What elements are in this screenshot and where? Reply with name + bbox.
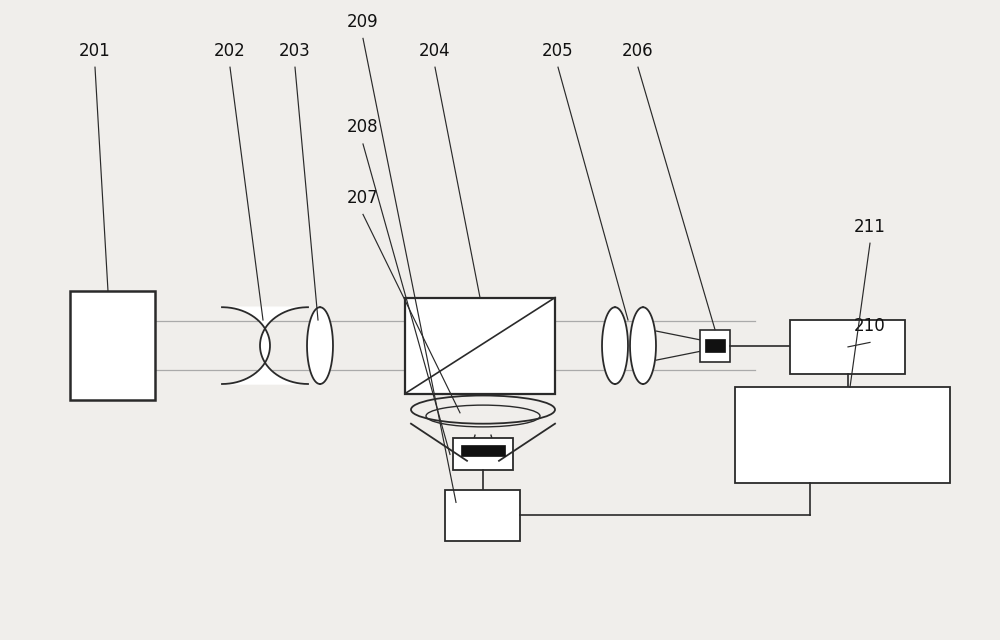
Bar [700,330,730,362]
Text: 205: 205 [542,42,574,60]
Text: 204: 204 [419,42,451,60]
Text: 211: 211 [854,218,886,236]
Bar [705,339,725,352]
Polygon shape [602,307,628,384]
Bar [445,490,520,541]
Bar [461,445,505,456]
Text: 210: 210 [854,317,886,335]
Polygon shape [307,307,333,384]
Polygon shape [630,307,656,384]
Text: 203: 203 [279,42,311,60]
Text: 202: 202 [214,42,246,60]
Bar [735,387,950,483]
Bar [70,291,155,400]
Text: 208: 208 [347,118,379,136]
Polygon shape [222,307,308,384]
Text: 201: 201 [79,42,111,60]
Text: 206: 206 [622,42,654,60]
Text: 207: 207 [347,189,379,207]
Bar [790,320,905,374]
Text: 209: 209 [347,13,379,31]
Bar [405,298,555,394]
Bar [453,438,513,470]
